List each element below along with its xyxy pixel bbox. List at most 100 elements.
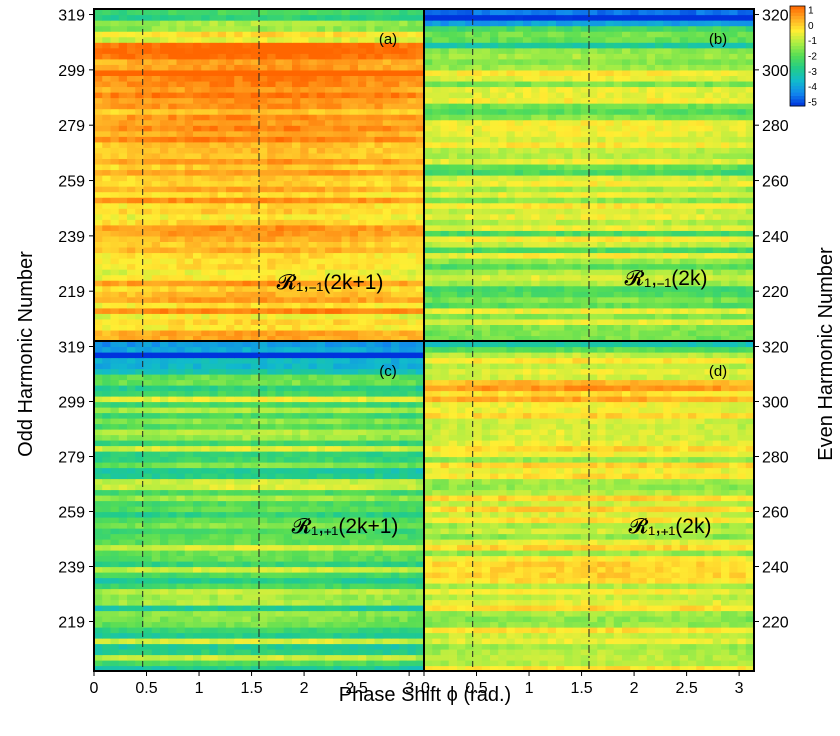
- heatmap-cell: [316, 280, 326, 287]
- heatmap-cell: [729, 114, 739, 121]
- heatmap-cell: [217, 291, 227, 298]
- heatmap-cell: [688, 147, 697, 154]
- heatmap-cell: [646, 252, 656, 259]
- heatmap-cell: [514, 252, 524, 259]
- heatmap-cell: [325, 202, 334, 209]
- heatmap-cell: [655, 169, 664, 176]
- heatmap-cell: [168, 241, 178, 248]
- heatmap-cell: [605, 103, 615, 110]
- heatmap-cell: [275, 269, 285, 276]
- heatmap-cell: [688, 191, 697, 198]
- heatmap-cell: [242, 186, 252, 193]
- heatmap-cell: [440, 69, 450, 76]
- heatmap-cell: [135, 92, 145, 99]
- heatmap-cell: [415, 313, 425, 320]
- heatmap-cell: [382, 36, 392, 43]
- heatmap-cell: [630, 25, 640, 32]
- heatmap-cell: [580, 285, 590, 292]
- heatmap-cell: [341, 47, 351, 54]
- heatmap-cell: [457, 302, 466, 309]
- heatmap-cell: [201, 643, 211, 650]
- heatmap-cell: [490, 241, 499, 248]
- heatmap-cell: [696, 296, 706, 303]
- heatmap-cell: [745, 20, 755, 27]
- heatmap-cell: [292, 202, 301, 209]
- heatmap-cell: [267, 660, 277, 667]
- heatmap-cell: [242, 252, 252, 259]
- heatmap-cell: [605, 125, 615, 132]
- heatmap-cell: [151, 654, 161, 661]
- heatmap-cell: [135, 318, 145, 325]
- heatmap-cell: [110, 302, 120, 309]
- heatmap-cell: [622, 114, 631, 121]
- heatmap-cell: [151, 313, 161, 320]
- heatmap-cell: [308, 169, 318, 176]
- heatmap-cell: [226, 169, 235, 176]
- heatmap-cell: [135, 31, 145, 38]
- heatmap-cell: [349, 25, 359, 32]
- heatmap-cell: [135, 660, 145, 667]
- heatmap-cell: [135, 335, 145, 342]
- heatmap-cell: [399, 258, 409, 265]
- heatmap-cell: [712, 64, 722, 71]
- heatmap-cell: [531, 158, 541, 165]
- heatmap-cell: [333, 9, 343, 16]
- heatmap-cell: [391, 75, 400, 82]
- heatmap-cell: [358, 219, 367, 226]
- heatmap-cell: [597, 147, 607, 154]
- heatmap-cell: [580, 213, 590, 220]
- heatmap-cell: [168, 246, 178, 254]
- heatmap-cell: [143, 241, 153, 248]
- heatmap-cell: [729, 130, 739, 137]
- heatmap-cell: [201, 246, 211, 254]
- heatmap-cell: [671, 274, 681, 281]
- heatmap-cell: [638, 263, 648, 270]
- heatmap-cell: [283, 654, 293, 661]
- heatmap-cell: [292, 219, 301, 226]
- heatmap-cell: [118, 180, 128, 187]
- heatmap-cell: [729, 58, 739, 65]
- heatmap-cell: [498, 197, 508, 204]
- heatmap-cell: [110, 269, 120, 276]
- heatmap-cell: [110, 64, 120, 71]
- heatmap-cell: [556, 97, 565, 104]
- heatmap-cell: [605, 163, 615, 171]
- heatmap-cell: [110, 92, 120, 99]
- heatmap-cell: [399, 136, 409, 143]
- heatmap-cell: [646, 14, 656, 21]
- heatmap-cell: [688, 53, 697, 60]
- heatmap-cell: [300, 9, 310, 16]
- heatmap-cell: [374, 649, 384, 656]
- heatmap-cell: [160, 280, 169, 287]
- heatmap-cell: [729, 318, 739, 325]
- heatmap-cell: [325, 263, 334, 270]
- heatmap-cell: [407, 64, 417, 71]
- heatmap-cell: [415, 329, 425, 337]
- heatmap-cell: [242, 141, 252, 148]
- heatmap-cell: [440, 103, 450, 110]
- heatmap-cell: [292, 224, 301, 231]
- heatmap-cell: [382, 141, 392, 148]
- heatmap-cell: [333, 53, 343, 60]
- heatmap-cell: [267, 53, 277, 60]
- heatmap-cell: [308, 36, 318, 43]
- heatmap-cell: [473, 147, 483, 154]
- heatmap-cell: [547, 47, 557, 54]
- heatmap-cell: [118, 329, 128, 337]
- heatmap-cell: [704, 97, 714, 104]
- heatmap-cell: [514, 235, 524, 242]
- heatmap-cell: [193, 213, 202, 220]
- heatmap-cell: [589, 9, 598, 16]
- heatmap-cell: [209, 97, 219, 104]
- heatmap-cell: [556, 313, 565, 320]
- heatmap-cell: [341, 269, 351, 276]
- heatmap-cell: [382, 158, 392, 165]
- heatmap-cell: [498, 69, 508, 76]
- heatmap-cell: [135, 643, 145, 650]
- heatmap-cell: [597, 291, 607, 298]
- heatmap-cell: [283, 169, 293, 176]
- heatmap-cell: [663, 97, 673, 104]
- heatmap-cell: [622, 302, 631, 309]
- heatmap-cell: [250, 285, 260, 292]
- heatmap-cell: [333, 318, 343, 325]
